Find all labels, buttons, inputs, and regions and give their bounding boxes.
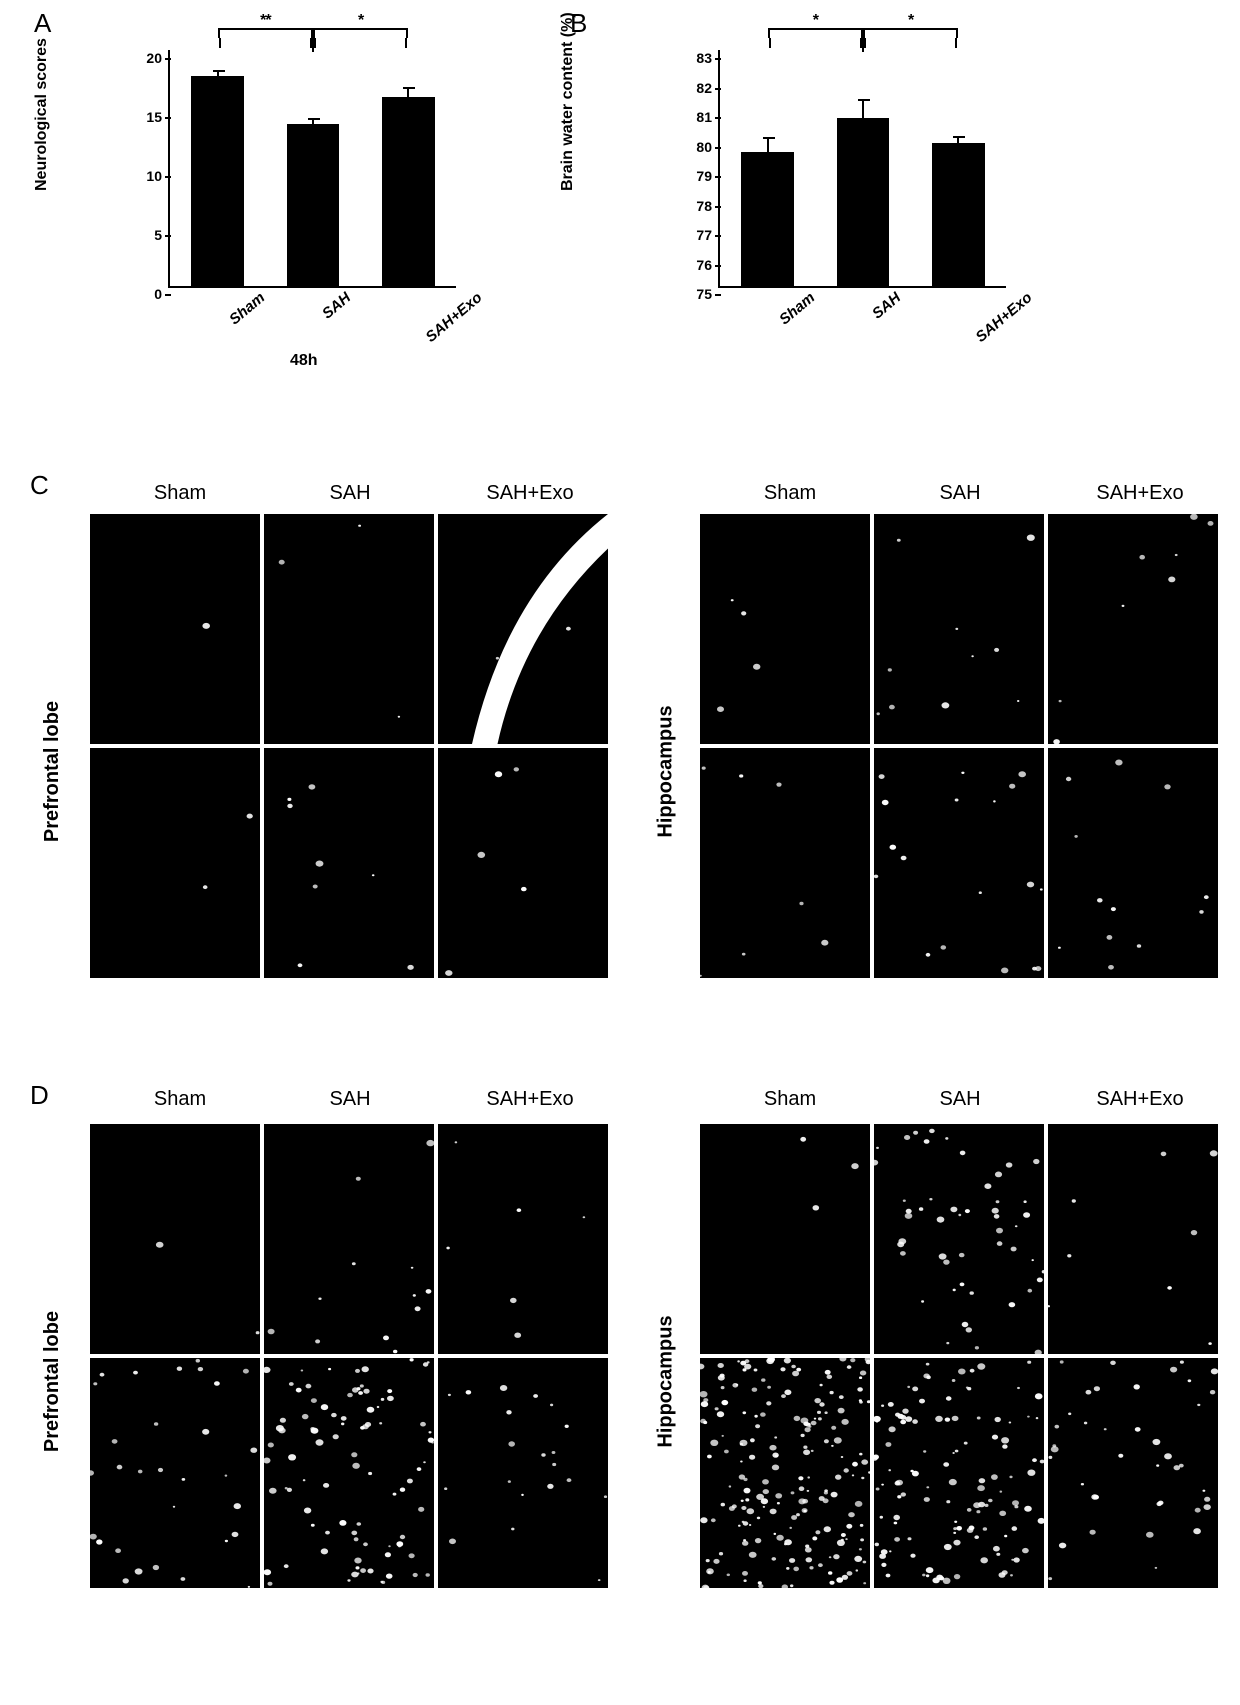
micrograph-tile (700, 748, 870, 978)
panel-letter-a: A (34, 8, 51, 39)
ytick: 15 (146, 109, 170, 125)
sig-bracket: * (768, 28, 863, 38)
xlabel: SAH+Exo (420, 286, 486, 346)
chart-a: Neurological scores 05101520ShamSAHSAH+E… (90, 36, 460, 346)
ytick: 20 (146, 50, 170, 66)
micrograph-tile (874, 514, 1044, 744)
micrograph-tile (1048, 1358, 1218, 1588)
ytick: 79 (696, 168, 720, 184)
sig-bracket: * (863, 28, 958, 38)
micrograph-tile (700, 1358, 870, 1588)
micrograph-tile (438, 748, 608, 978)
micrograph-tile (264, 1124, 434, 1354)
panel-c-right-rowlabel: Hippocampus (655, 705, 678, 837)
ytick: 76 (696, 257, 720, 273)
micrograph-tile (90, 748, 260, 978)
panel-c-col-sham-l: Sham (140, 482, 220, 505)
panel-d-col-sahexo-l: SAH+Exo (470, 1088, 590, 1111)
ytick: 5 (154, 227, 170, 243)
chart-a-plot: 05101520ShamSAHSAH+Exo*** (168, 50, 456, 288)
panel-c: Prefrontal lobe Sham SAH SAH+Exo Hippoca… (30, 470, 1210, 1040)
micrograph-tile (438, 514, 608, 744)
panel-c-left-rowlabel: Prefrontal lobe (41, 701, 64, 842)
bar (191, 76, 243, 286)
panel-d-col-sah-r: SAH (930, 1088, 990, 1111)
ytick: 80 (696, 139, 720, 155)
panel-c-col-sham-r: Sham (750, 482, 830, 505)
micrograph-tile (1048, 514, 1218, 744)
panel-c-col-sahexo-l: SAH+Exo (470, 482, 590, 505)
bar (382, 97, 434, 286)
micrograph-tile (700, 1124, 870, 1354)
ytick: 78 (696, 198, 720, 214)
ytick: 75 (696, 286, 720, 302)
micrograph-tile (700, 514, 870, 744)
micrograph-tile (1048, 748, 1218, 978)
panel-d-col-sahexo-r: SAH+Exo (1080, 1088, 1200, 1111)
ytick: 0 (154, 286, 170, 302)
xlabel: SAH+Exo (970, 286, 1036, 346)
chart-b-plot: 757677787980818283ShamSAHSAH+Exo** (718, 50, 1006, 288)
bar (741, 152, 793, 286)
micrograph-tile (874, 748, 1044, 978)
panel-d-col-sah-l: SAH (320, 1088, 380, 1111)
micrograph-tile (90, 514, 260, 744)
panel-d: Prefrontal lobe Sham SAH SAH+Exo Hippoca… (30, 1080, 1210, 1650)
micrograph-tile (90, 1124, 260, 1354)
panel-d-left-rowlabel: Prefrontal lobe (41, 1311, 64, 1452)
panel-d-col-sham-l: Sham (140, 1088, 220, 1111)
panel-c-col-sah-l: SAH (320, 482, 380, 505)
bar (287, 124, 339, 286)
xlabel: SAH (316, 286, 354, 322)
xlabel: Sham (223, 286, 268, 328)
chart-a-timelabel: 48h (290, 352, 318, 370)
micrograph-tile (1048, 1124, 1218, 1354)
micrograph-tile (438, 1124, 608, 1354)
micrograph-tile (264, 748, 434, 978)
panel-d-right-rowlabel: Hippocampus (655, 1315, 678, 1447)
panel-c-col-sah-r: SAH (930, 482, 990, 505)
xlabel: SAH (866, 286, 904, 322)
ytick: 77 (696, 227, 720, 243)
micrograph-tile (438, 1358, 608, 1588)
sig-bracket: ** (218, 28, 313, 38)
chart-a-ylabel: Neurological scores (33, 38, 51, 191)
ytick: 83 (696, 50, 720, 66)
xlabel: Sham (773, 286, 818, 328)
ytick: 82 (696, 80, 720, 96)
chart-b-ylabel: Brain water content (%) (559, 12, 577, 191)
bar (932, 143, 984, 286)
ytick: 10 (146, 168, 170, 184)
chart-b: Brain water content (%) 7576777879808182… (640, 36, 1010, 346)
micrograph-tile (264, 1358, 434, 1588)
ytick: 81 (696, 109, 720, 125)
micrograph-tile (264, 514, 434, 744)
sig-bracket: * (313, 28, 408, 38)
micrograph-tile (874, 1358, 1044, 1588)
micrograph-tile (90, 1358, 260, 1588)
panel-c-col-sahexo-r: SAH+Exo (1080, 482, 1200, 505)
micrograph-tile (874, 1124, 1044, 1354)
bar (837, 118, 889, 286)
panel-d-col-sham-r: Sham (750, 1088, 830, 1111)
